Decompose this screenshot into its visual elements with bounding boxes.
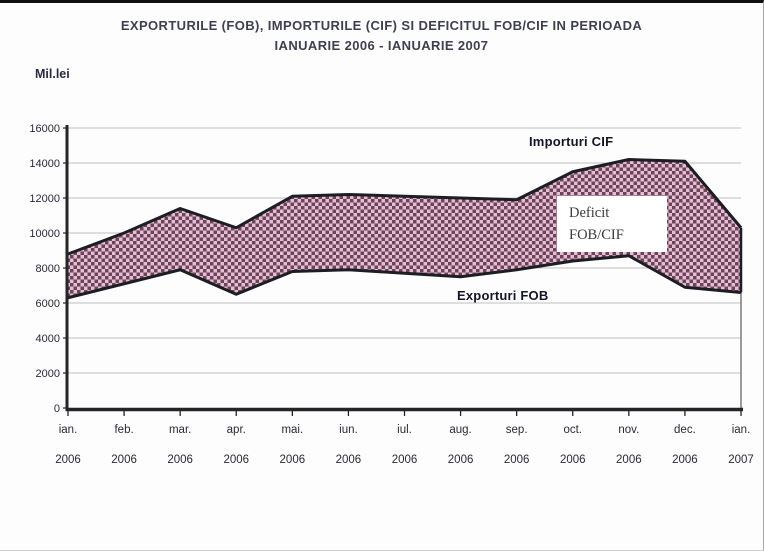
- x-year-label: 2006: [504, 454, 530, 466]
- x-month-label: iul.: [397, 424, 412, 436]
- y-tick-label: 8000: [36, 263, 60, 275]
- y-tick-label: 12000: [29, 193, 60, 205]
- x-month-label: iun.: [339, 424, 358, 436]
- x-year-label: 2006: [392, 454, 418, 466]
- x-year-label: 2006: [448, 454, 474, 466]
- x-month-label: apr.: [227, 424, 246, 436]
- deficit-annotation-line1: Deficit: [569, 205, 610, 221]
- deficit-area: [68, 159, 741, 298]
- x-year-label: 2006: [672, 454, 698, 466]
- area-chart: 0 2000 4000 6000 8000 10000 12000 14000 16000 ian…: [29, 123, 754, 466]
- x-year-label: 2006: [167, 454, 193, 466]
- x-month-label: mar.: [169, 424, 191, 436]
- x-month-label: oct.: [563, 424, 582, 436]
- y-tick-label: 10000: [29, 228, 60, 240]
- x-year-label: 2006: [616, 454, 642, 466]
- x-year-label: 2006: [560, 454, 586, 466]
- x-month-label: feb.: [114, 424, 133, 436]
- x-year-label: 2006: [280, 454, 306, 466]
- x-year-label: 2006: [223, 454, 249, 466]
- x-year-label: 2006: [111, 454, 137, 466]
- y-tick-label: 2000: [36, 368, 60, 380]
- deficit-annotation-line2: FOB/CIF: [569, 227, 624, 243]
- y-axis-unit-label: Mil.lei: [35, 67, 70, 81]
- imports-series-label: Importuri CIF: [529, 134, 614, 149]
- x-month-label: mai.: [281, 424, 303, 436]
- exports-series-label: Exporturi FOB: [457, 288, 549, 303]
- chart-title-line2: IANUARIE 2006 - IANUARIE 2007: [274, 38, 489, 53]
- chart-title: EXPORTURILE (FOB), IMPORTURILE (CIF) SI …: [0, 16, 763, 56]
- x-month-label: nov.: [618, 424, 639, 436]
- x-year-label: 2006: [55, 454, 81, 466]
- x-year-label: 2006: [336, 454, 362, 466]
- y-tick-label: 0: [54, 403, 60, 415]
- x-year-label: 2007: [728, 454, 754, 466]
- deficit-annotation-box: Deficit FOB/CIF: [557, 196, 667, 252]
- exports-line: [67, 254, 742, 300]
- y-tick-label: 6000: [36, 298, 60, 310]
- x-month-label: ian.: [732, 424, 751, 436]
- chart-title-line1: EXPORTURILE (FOB), IMPORTURILE (CIF) SI …: [120, 18, 643, 33]
- y-tick-label: 4000: [36, 333, 60, 345]
- y-tick-label: 16000: [29, 123, 60, 135]
- x-month-label: ian.: [59, 424, 78, 436]
- x-month-label: sep.: [506, 424, 528, 436]
- imports-line: [67, 158, 743, 256]
- x-month-label: dec.: [674, 424, 696, 436]
- x-month-label: aug.: [449, 424, 471, 436]
- y-tick-label: 14000: [29, 158, 60, 170]
